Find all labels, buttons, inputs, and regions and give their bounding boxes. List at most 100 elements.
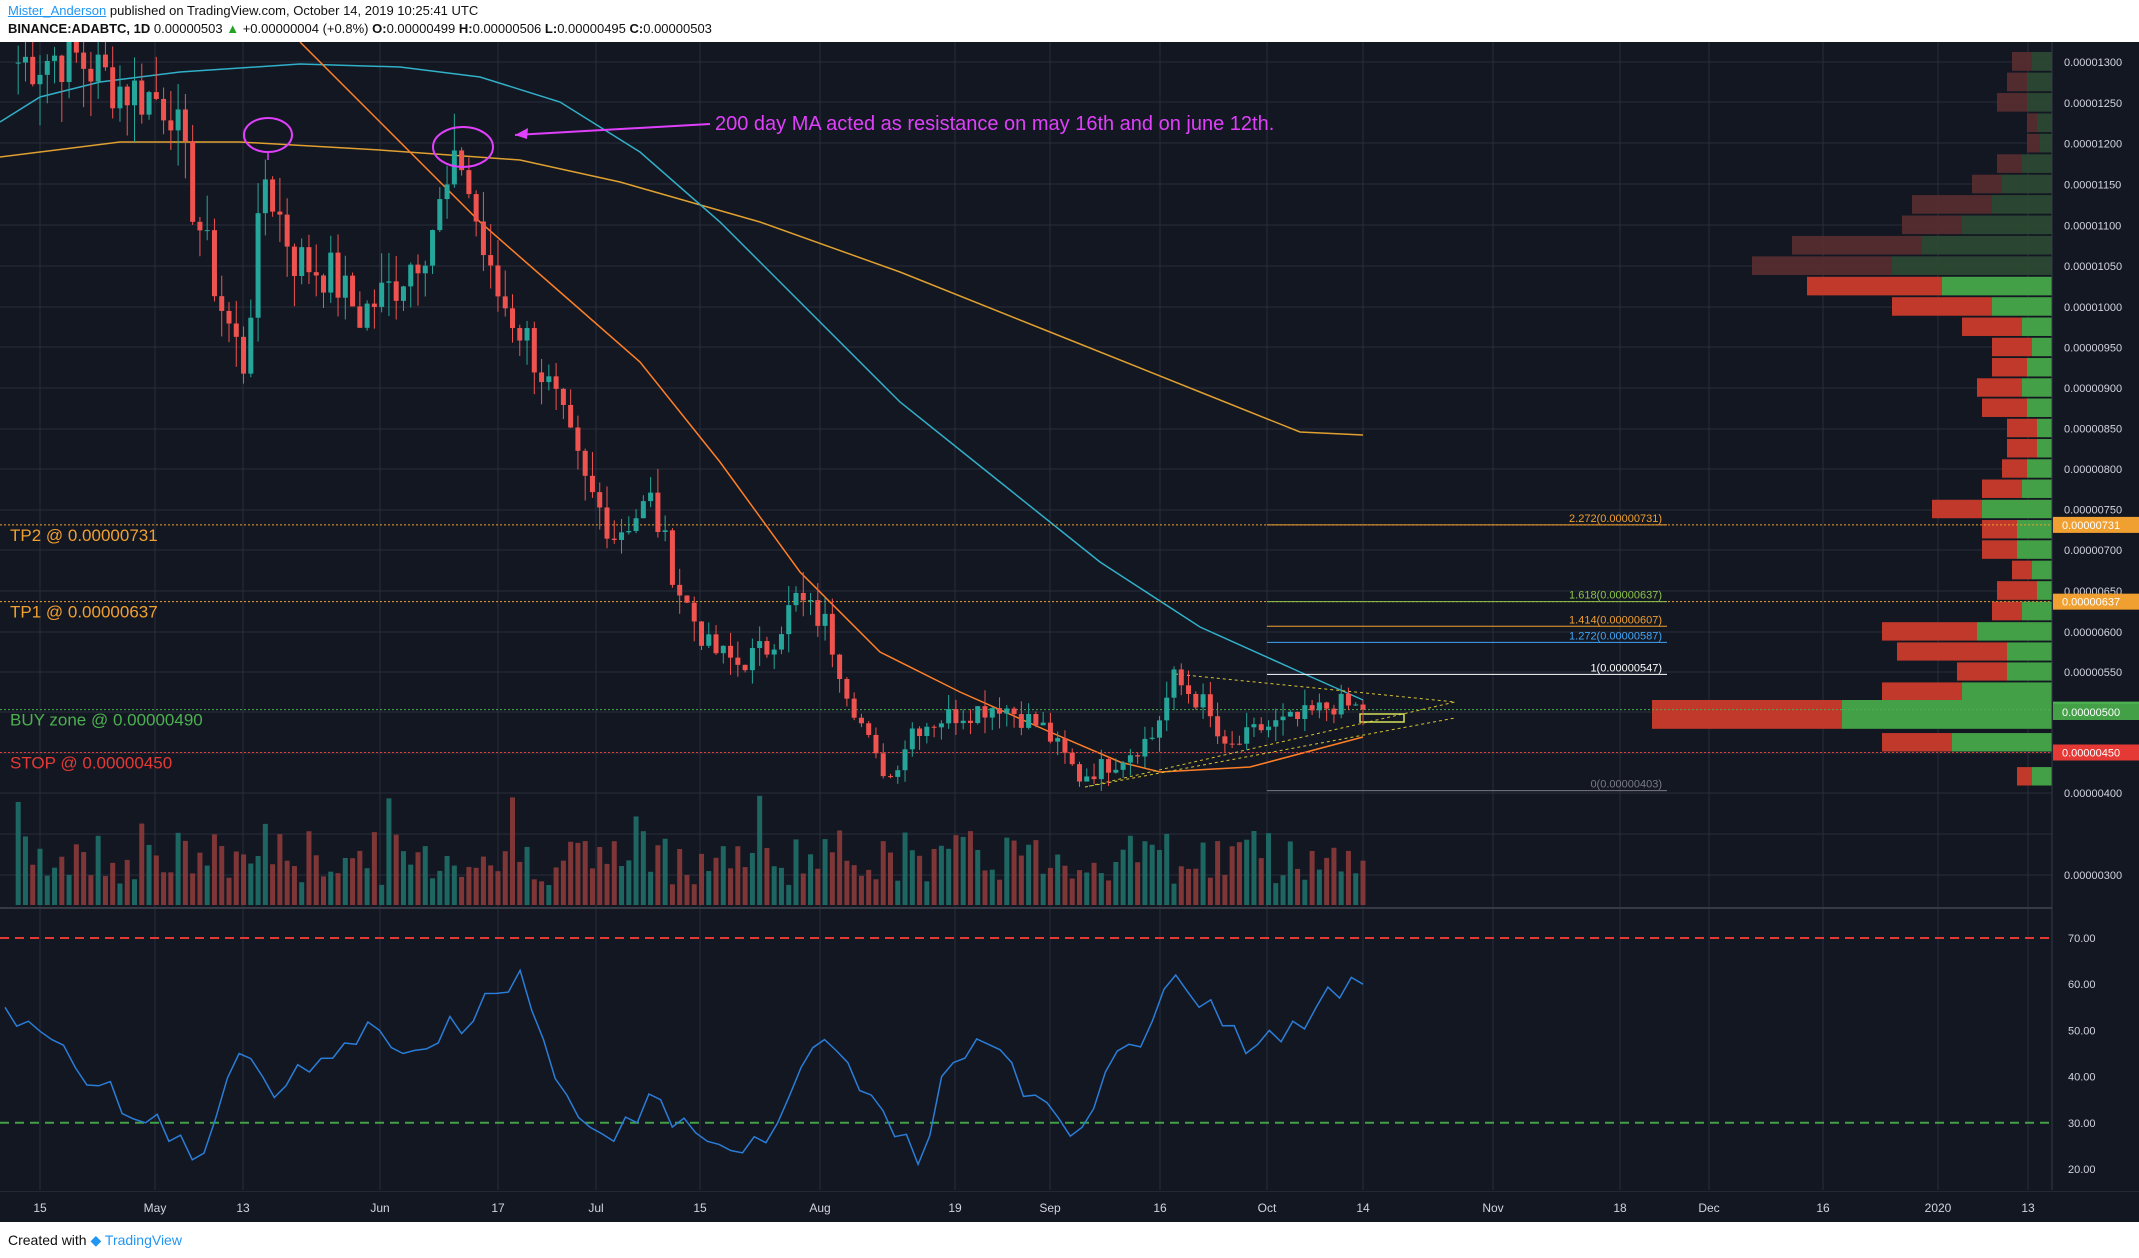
candle-body[interactable] — [546, 376, 552, 383]
candle-body[interactable] — [255, 213, 261, 318]
candlesticks[interactable] — [15, 42, 1366, 791]
time-axis[interactable]: 15 May 13 Jun 17 Jul 15 Aug 19 Sep 16 Oct 14 Nov 18 Dec… — [0, 1192, 2139, 1222]
candle-body[interactable] — [488, 255, 494, 266]
candle-body[interactable] — [1186, 685, 1192, 694]
candle-body[interactable] — [728, 645, 734, 658]
candle-body[interactable] — [284, 214, 290, 247]
candle-body[interactable] — [1193, 693, 1199, 708]
candle-body[interactable] — [52, 55, 58, 61]
candle-body[interactable] — [22, 56, 28, 63]
candle-body[interactable] — [931, 726, 937, 728]
candle-body[interactable] — [1120, 762, 1126, 770]
candle-body[interactable] — [1113, 769, 1119, 773]
candle-body[interactable] — [66, 42, 72, 83]
candle-body[interactable] — [1055, 738, 1061, 742]
candle-body[interactable] — [480, 221, 486, 256]
candle-body[interactable] — [1266, 726, 1271, 731]
candle-body[interactable] — [989, 708, 995, 718]
candle-body[interactable] — [321, 275, 326, 293]
candle-body[interactable] — [124, 86, 130, 106]
candle-body[interactable] — [1018, 714, 1024, 728]
candle-body[interactable] — [967, 720, 973, 724]
candle-body[interactable] — [938, 723, 944, 728]
candle-body[interactable] — [371, 303, 377, 307]
candle-body[interactable] — [270, 179, 276, 212]
candle-body[interactable] — [197, 221, 203, 231]
candle-body[interactable] — [1280, 716, 1286, 721]
candle-body[interactable] — [451, 150, 457, 185]
author-link[interactable]: Mister_Anderson — [8, 3, 107, 18]
candle-body[interactable] — [161, 98, 167, 121]
candle-body[interactable] — [749, 647, 755, 671]
candle-body[interactable] — [1353, 704, 1359, 706]
price-chart[interactable]: TP2 @ 0.00000731 TP1 @ 0.00000637 BUY zone… — [0, 42, 2139, 1222]
candle-body[interactable] — [168, 120, 174, 131]
candle-body[interactable] — [829, 613, 835, 655]
candle-body[interactable] — [626, 531, 632, 533]
candle-body[interactable] — [844, 679, 850, 699]
candle-body[interactable] — [699, 621, 704, 646]
candle-body[interactable] — [1135, 755, 1141, 757]
candle-body[interactable] — [800, 592, 806, 601]
candle-body[interactable] — [648, 492, 654, 502]
candle-body[interactable] — [1251, 724, 1257, 728]
candle-body[interactable] — [393, 281, 399, 301]
candle-body[interactable] — [15, 62, 21, 64]
candle-body[interactable] — [1324, 702, 1330, 709]
candle-body[interactable] — [539, 372, 545, 383]
candle-body[interactable] — [335, 252, 341, 298]
candle-body[interactable] — [611, 538, 617, 540]
candle-body[interactable] — [342, 275, 348, 298]
candle-body[interactable] — [793, 592, 799, 606]
candle-body[interactable] — [73, 42, 79, 53]
candle-body[interactable] — [858, 717, 864, 724]
candle-body[interactable] — [175, 109, 181, 131]
candle-body[interactable] — [880, 753, 886, 777]
candle-body[interactable] — [1069, 752, 1075, 765]
candle-body[interactable] — [30, 56, 36, 85]
candle-body[interactable] — [437, 199, 443, 231]
candle-body[interactable] — [1200, 694, 1206, 708]
candle-body[interactable] — [153, 92, 159, 99]
candle-body[interactable] — [895, 770, 901, 777]
candle-body[interactable] — [44, 60, 50, 75]
candle-body[interactable] — [677, 584, 683, 596]
candle-body[interactable] — [909, 728, 915, 750]
candle-body[interactable] — [408, 264, 414, 287]
candle-body[interactable] — [640, 501, 646, 519]
candle-body[interactable] — [117, 86, 123, 109]
candle-body[interactable] — [1207, 694, 1213, 717]
candle-body[interactable] — [306, 247, 312, 273]
candle-body[interactable] — [1004, 708, 1010, 714]
candle-body[interactable] — [866, 723, 872, 735]
candle-body[interactable] — [1295, 711, 1301, 720]
candle-body[interactable] — [946, 709, 952, 724]
candle-body[interactable] — [146, 92, 152, 115]
tradingview-brand[interactable]: TradingView — [104, 1232, 182, 1248]
candle-body[interactable] — [400, 286, 406, 301]
candle-body[interactable] — [88, 68, 94, 82]
candle-body[interactable] — [1077, 764, 1082, 782]
candle-body[interactable] — [873, 734, 879, 754]
candle-body[interactable] — [808, 600, 814, 602]
candle-body[interactable] — [982, 706, 988, 718]
candle-body[interactable] — [1244, 727, 1250, 744]
candle-body[interactable] — [1171, 669, 1177, 698]
candle-body[interactable] — [132, 80, 137, 106]
candle-body[interactable] — [1106, 759, 1112, 773]
candle-body[interactable] — [851, 698, 857, 718]
candle-body[interactable] — [691, 602, 697, 622]
candle-body[interactable] — [684, 595, 690, 603]
candle-body[interactable] — [1236, 743, 1242, 745]
candle-body[interactable] — [568, 404, 574, 428]
candle-body[interactable] — [81, 52, 87, 69]
candle-body[interactable] — [975, 706, 981, 724]
candle-body[interactable] — [771, 649, 777, 655]
candle-body[interactable] — [415, 264, 421, 274]
candle-body[interactable] — [902, 749, 908, 771]
candle-body[interactable] — [1287, 711, 1293, 717]
candle-body[interactable] — [1091, 776, 1097, 780]
candle-body[interactable] — [226, 310, 232, 324]
candle-body[interactable] — [379, 282, 385, 307]
candle-body[interactable] — [422, 265, 428, 274]
